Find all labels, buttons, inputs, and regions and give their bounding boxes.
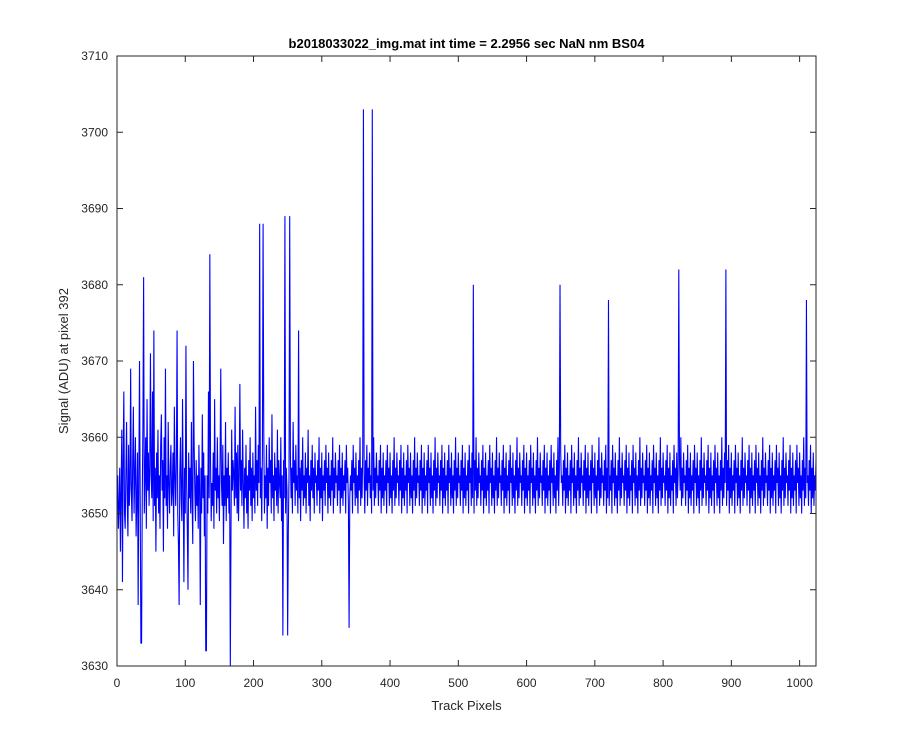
x-tick-label: 0 xyxy=(114,676,121,690)
x-tick-label: 100 xyxy=(175,676,195,690)
y-tick-label: 3650 xyxy=(81,507,108,521)
x-tick-label: 800 xyxy=(653,676,673,690)
x-tick-label: 700 xyxy=(585,676,605,690)
series-line-0 xyxy=(117,109,816,666)
y-tick-label: 3710 xyxy=(81,49,108,63)
x-tick-label: 600 xyxy=(517,676,537,690)
y-tick-label: 3660 xyxy=(81,430,108,444)
y-axis-label: Signal (ADU) at pixel 392 xyxy=(56,288,71,434)
y-tick-label: 3680 xyxy=(81,278,108,292)
plot-area xyxy=(117,56,816,666)
x-tick-label: 300 xyxy=(312,676,332,690)
y-tick-label: 3640 xyxy=(81,583,108,597)
y-tick-label: 3670 xyxy=(81,354,108,368)
series-layer xyxy=(117,109,816,666)
y-tick-label: 3700 xyxy=(81,125,108,139)
x-tick-label: 200 xyxy=(244,676,264,690)
y-tick-label: 3690 xyxy=(81,202,108,216)
y-tick-label: 3630 xyxy=(81,659,108,673)
chart-title: b2018033022_img.mat int time = 2.2956 se… xyxy=(289,36,646,51)
x-tick-label: 400 xyxy=(380,676,400,690)
x-tick-label: 900 xyxy=(721,676,741,690)
x-tick-label: 1000 xyxy=(786,676,813,690)
x-axis-label: Track Pixels xyxy=(431,698,502,713)
x-tick-label: 500 xyxy=(448,676,468,690)
ticks-layer: 0 100 200 300 400 500 600 700 800 900 1000 3630 3640… xyxy=(81,49,816,690)
